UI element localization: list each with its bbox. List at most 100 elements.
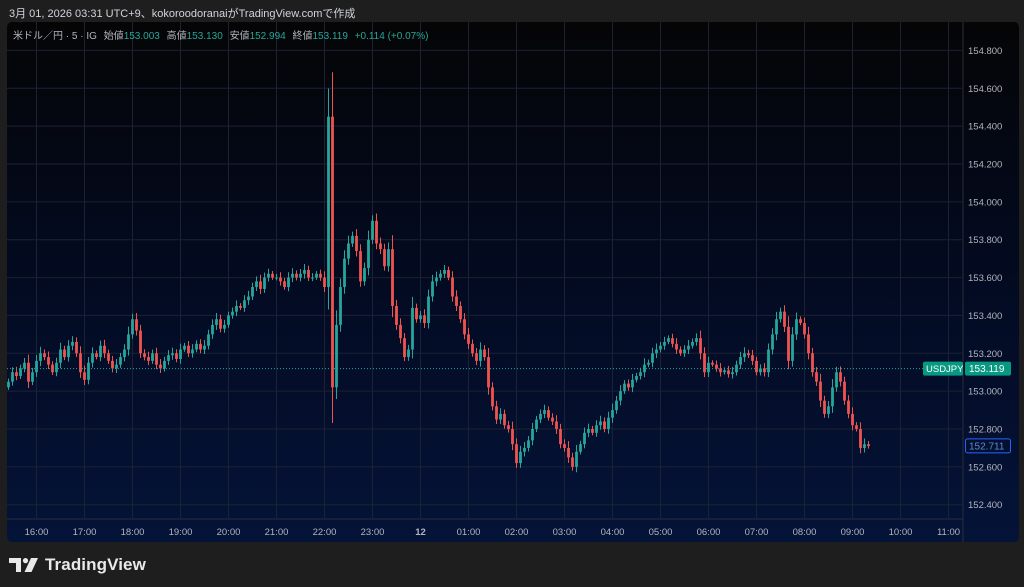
candle-body: [639, 372, 642, 377]
candle-body: [11, 372, 14, 382]
candle-body: [71, 341, 74, 346]
price-tick-label: 154.200: [968, 159, 1002, 170]
candle-body: [607, 417, 610, 430]
candle-body: [179, 349, 182, 359]
candle-body: [187, 345, 190, 354]
candle-body: [755, 360, 758, 373]
candle-body: [531, 429, 534, 441]
candle-body: [303, 270, 306, 274]
candle-body: [331, 116, 334, 388]
time-tick-label: 07:00: [745, 527, 769, 538]
candle-body: [219, 319, 222, 329]
candle-body: [347, 243, 350, 259]
candle-body: [619, 391, 622, 401]
time-tick-label: 16:00: [25, 527, 49, 538]
candle-body: [835, 372, 838, 388]
candle-body: [127, 334, 130, 350]
candle-body: [795, 319, 798, 335]
candle-body: [675, 343, 678, 350]
candle-body: [271, 273, 274, 278]
candle-body: [467, 334, 470, 344]
candle-body: [823, 400, 826, 414]
candle-body: [455, 296, 458, 306]
candle-body: [815, 372, 818, 382]
candle-body: [439, 273, 442, 278]
candlestick-chart[interactable]: 152.400 152.600 152.800 153.000 153.200 153.4…: [7, 22, 1019, 542]
candle-body: [771, 334, 774, 350]
candle-body: [379, 243, 382, 250]
candle-body: [687, 345, 690, 350]
candle-body: [311, 277, 314, 279]
candle-body: [255, 281, 258, 288]
time-tick-label: 11:00: [937, 527, 960, 538]
price-axis[interactable]: 152.400 152.600 152.800 153.000 153.200 153.4…: [968, 46, 1002, 511]
open-label: 始値: [103, 31, 124, 42]
marker-price-tag-background: [965, 438, 1011, 454]
candle-body: [135, 319, 138, 331]
candle-body: [231, 311, 234, 316]
candle-body: [499, 413, 502, 420]
candle-body: [627, 383, 630, 388]
candle-body: [527, 440, 530, 448]
candle-body: [67, 345, 70, 358]
candle-body: [223, 324, 226, 329]
candle-body: [355, 235, 358, 252]
candle-body: [399, 324, 402, 339]
candle-body: [263, 277, 266, 289]
price-tick-label: 153.600: [968, 273, 1002, 284]
candle-body: [787, 326, 790, 361]
candle-body: [43, 353, 46, 358]
candle-body: [87, 362, 90, 380]
candle-body: [139, 330, 142, 354]
price-tick-label: 153.800: [968, 235, 1002, 246]
candle-body: [327, 116, 330, 288]
tradingview-logo[interactable]: TradingView: [9, 554, 146, 576]
candle-body: [819, 381, 822, 401]
footer-bar: TradingView: [0, 542, 1024, 587]
candle-body: [423, 315, 426, 324]
candle-body: [567, 447, 570, 458]
candle-body: [435, 277, 438, 282]
price-tick-label: 154.400: [968, 122, 1002, 133]
price-tags: USDJPY 153.119 152.711: [923, 361, 1011, 454]
time-tick-label: 22:00: [313, 527, 337, 538]
candle-body: [811, 353, 814, 373]
candle-body: [323, 277, 326, 288]
candle-body: [679, 349, 682, 354]
candle-body: [123, 349, 126, 358]
low-value: 152.994: [249, 31, 286, 42]
candle-body: [603, 421, 606, 430]
chart-legend[interactable]: 米ドル／円 · 5 · IG 始値153.003 高値153.130 安値152…: [13, 27, 428, 42]
candle-body: [415, 307, 418, 320]
candle-body: [99, 345, 102, 358]
candles-layer: [7, 72, 870, 473]
candle-body: [307, 270, 310, 278]
candle-body: [287, 277, 290, 288]
candle-body: [479, 349, 482, 361]
candle-body: [799, 319, 802, 324]
candle-body: [535, 419, 538, 430]
candle-body: [227, 315, 230, 325]
candle-body: [803, 323, 806, 335]
candle-body: [119, 357, 122, 365]
candle-body: [655, 349, 658, 354]
candle-body: [23, 362, 26, 369]
candle-body: [699, 338, 702, 354]
candle-body: [319, 273, 322, 278]
price-tick-label: 152.800: [968, 425, 1002, 436]
time-axis[interactable]: 16:00 17:00 18:00 19:00 20:00 21:00 22:00 23:00…: [25, 527, 960, 538]
candle-body: [515, 444, 518, 464]
candle-body: [631, 379, 634, 388]
candle-body: [299, 273, 302, 278]
symbol-label[interactable]: 米ドル／円 · 5 · IG: [13, 31, 97, 42]
candle-body: [47, 357, 50, 365]
candle-body: [843, 381, 846, 401]
candle-body: [831, 387, 834, 407]
candle-body: [403, 338, 406, 358]
chart-panel[interactable]: 152.400 152.600 152.800 153.000 153.200 153.4…: [7, 22, 1019, 542]
candle-body: [611, 410, 614, 418]
candle-body: [419, 315, 422, 320]
candle-body: [15, 372, 18, 377]
candle-body: [615, 400, 618, 411]
last-price-tag: 153.119: [969, 364, 1005, 375]
